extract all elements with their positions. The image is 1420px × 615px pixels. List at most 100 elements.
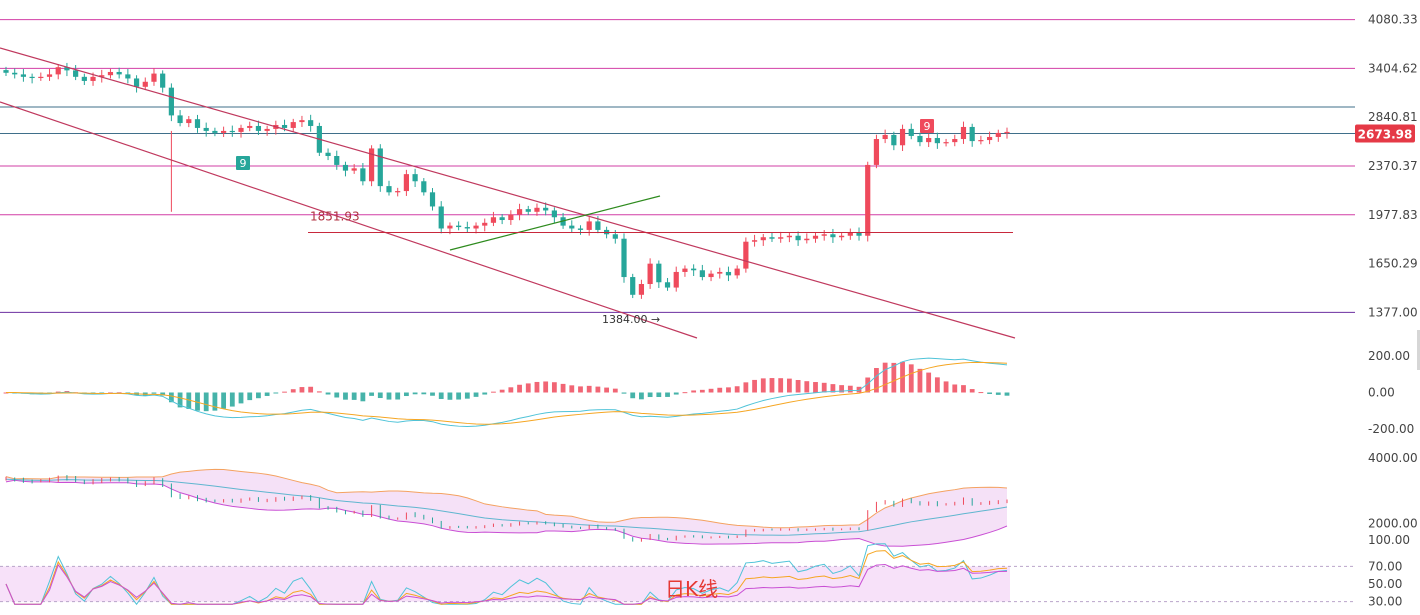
candle [229,125,235,137]
candle [73,65,79,81]
candle-body [81,76,87,81]
macd-histogram-bar [813,382,818,393]
macd-histogram-bar [308,386,314,393]
candle [839,232,845,241]
candle-body [656,263,662,283]
macd-histogram-bar [273,392,279,394]
macd-histogram-bar [195,392,200,411]
candle [986,131,993,145]
candle-body [995,132,1001,137]
candle [212,127,218,137]
macd-histogram-bar [551,382,557,393]
candle [290,118,296,133]
candle-body [264,128,270,131]
macd-histogram-bar [256,392,261,399]
candle-body [99,75,105,77]
candle [769,232,775,242]
candle-body [151,73,157,82]
candle [856,227,862,241]
macd-histogram-bar [795,380,801,393]
macd-histogram-bar [943,381,949,393]
candle [673,266,679,292]
macd-histogram-bar [456,392,462,400]
candle-body [203,127,209,131]
candle-body [438,206,444,229]
candle-body [447,225,453,229]
candle-body [1004,131,1010,134]
rsi-line-24 [5,563,1008,605]
candle [116,67,122,79]
candle [656,260,662,288]
candle-body [534,207,540,212]
candle-body [508,214,514,221]
candle-body [351,168,357,171]
candle-body [621,238,627,278]
macd-histogram-bar [316,391,322,393]
candle [99,69,105,83]
candle [55,63,61,80]
candle-body [725,271,732,276]
candle [821,230,827,241]
candle [952,134,958,147]
candle-body [917,135,923,143]
macd-histogram-bar [386,392,392,400]
macd-histogram-bar [464,392,470,399]
macd-axis-tick: -200.00 [1368,422,1414,436]
candle-body [194,119,201,128]
seq-up-text: 9 [924,120,931,133]
candle [64,62,70,77]
candle [238,124,244,138]
candle-body [308,120,314,126]
candle [482,218,488,232]
candle [664,277,671,291]
rsi-axis-tick: 30.00 [1368,595,1402,609]
macd-histogram-bar [177,392,183,408]
macd-histogram-bar [926,372,932,393]
candle-body [569,225,575,229]
candle [882,129,888,144]
price-axis-tick: 3404.62 [1368,61,1418,75]
boll-lower-line [5,479,1008,547]
macd-histogram-bar [168,392,174,403]
candle-body [229,130,235,133]
candle [395,187,401,197]
candle-body [839,235,845,238]
macd-histogram-bar [369,392,374,396]
candle-body [943,142,949,144]
candle [168,83,174,122]
green-trendline [449,195,661,251]
macd-histogram-bar [961,385,966,393]
last-price-box [1355,124,1415,143]
candle [725,266,732,282]
candle [368,145,375,187]
candle [412,168,418,187]
candle [308,114,314,132]
macd-histogram-bar [160,392,166,396]
candle-body [255,125,262,131]
macd-histogram-bar [786,378,792,393]
macd-histogram-bar [186,392,192,410]
scroll-handle[interactable] [1417,330,1420,370]
macd-histogram-bar [691,390,697,393]
candle [421,178,427,196]
macd-histogram-bar [891,362,897,393]
candle-body [125,74,131,79]
macd-histogram-bar [525,383,531,393]
macd-histogram-bar [987,392,992,394]
candle-body [429,192,436,207]
candle-body [325,152,331,157]
boll-upper-line [5,468,1008,529]
candle-body [795,235,801,241]
macd-histogram-bar [491,391,496,393]
macd-histogram-bar [1004,392,1010,396]
candle-body [960,126,967,140]
candle [490,211,497,227]
macd-histogram-bar [395,392,401,400]
candle-body [630,277,636,295]
candle-body [525,209,531,212]
candle [743,237,749,273]
candle [760,234,766,246]
macd-histogram-bar [360,392,366,402]
